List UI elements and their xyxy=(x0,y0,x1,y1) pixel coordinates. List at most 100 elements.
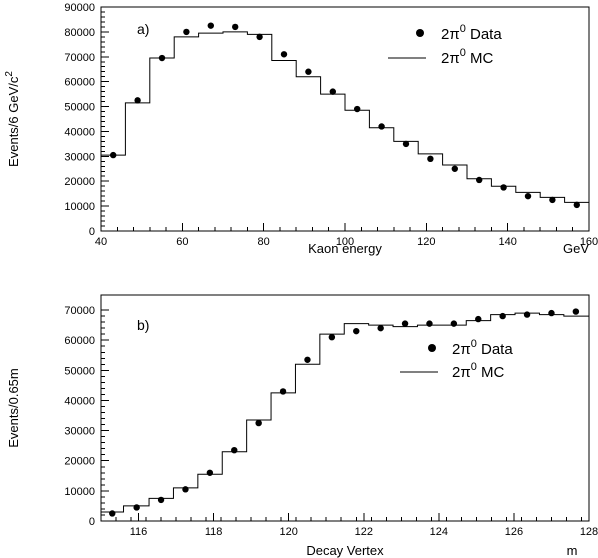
x-tick-label: 140 xyxy=(498,236,516,248)
y-tick-label: 40000 xyxy=(64,126,95,138)
data-point xyxy=(256,33,263,41)
data-point xyxy=(548,309,555,317)
data-point xyxy=(280,51,288,58)
y-tick-label: 40000 xyxy=(64,395,95,407)
y-tick-label: 30000 xyxy=(64,426,95,438)
panel-a-xlabel: Kaon energy xyxy=(308,241,382,256)
panel-b-label: b) xyxy=(137,317,149,333)
panel-b-mc-histogram xyxy=(101,312,589,513)
x-tick-label: 128 xyxy=(580,526,598,538)
data-point xyxy=(157,496,165,504)
data-point xyxy=(110,151,117,159)
panel-a-tick-labels: 0 10000 20000 30000 40000 50000 60000 70000 8000… xyxy=(64,2,598,248)
panel-a: 0 10000 20000 30000 40000 50000 60000 70000 8000… xyxy=(4,2,598,256)
x-tick-label: 126 xyxy=(505,526,523,538)
y-tick-label: 70000 xyxy=(64,52,95,64)
data-point xyxy=(573,201,580,209)
panel-a-legend: 2π0 Data 2π0 MC xyxy=(388,23,502,67)
panel-a-data-points xyxy=(110,22,580,209)
data-point xyxy=(134,97,141,104)
data-point xyxy=(523,311,531,318)
panel-a-label: a) xyxy=(137,21,149,37)
data-point xyxy=(183,28,190,36)
data-point xyxy=(500,184,507,191)
x-tick-label: 60 xyxy=(176,236,188,248)
data-point xyxy=(427,155,434,163)
panel-b-xunit: m xyxy=(567,543,578,558)
y-tick-label: 30000 xyxy=(64,151,95,163)
panel-b-frame xyxy=(100,294,590,522)
data-point xyxy=(402,140,410,148)
x-tick-label: 120 xyxy=(280,526,298,538)
y-tick-label: 50000 xyxy=(64,102,95,114)
x-tick-label: 124 xyxy=(430,526,448,538)
x-tick-label: 116 xyxy=(130,526,148,538)
legend-b-mc-label: 2π0 MC xyxy=(452,361,504,381)
data-point xyxy=(133,504,140,511)
panel-b-ticks xyxy=(100,309,590,522)
data-point xyxy=(231,446,238,454)
panel-a-ylabel: Events/6 GeV/c2 xyxy=(4,71,21,167)
panel-a-ticks xyxy=(100,6,590,232)
x-tick-label: 80 xyxy=(258,236,270,248)
data-point xyxy=(232,23,239,31)
data-point xyxy=(451,165,458,172)
x-tick-label: 160 xyxy=(580,236,598,248)
data-point xyxy=(158,54,166,62)
y-tick-label: 70000 xyxy=(64,305,95,317)
panel-b-xlabel: Decay Vertex xyxy=(306,543,384,558)
data-point xyxy=(109,510,116,517)
legend-a-mc-label: 2π0 MC xyxy=(441,47,493,67)
data-point xyxy=(450,320,458,327)
legend-a-data-marker xyxy=(416,29,424,37)
data-point xyxy=(377,324,384,332)
data-point xyxy=(499,312,506,320)
y-tick-label: 90000 xyxy=(64,2,95,14)
data-point xyxy=(206,469,214,476)
y-tick-label: 0 xyxy=(89,226,95,238)
data-point xyxy=(378,123,385,130)
y-tick-label: 20000 xyxy=(64,456,95,468)
data-point xyxy=(305,68,312,75)
data-point xyxy=(524,192,532,200)
data-point xyxy=(476,176,483,184)
data-point xyxy=(354,105,361,113)
legend-a-data-label: 2π0 Data xyxy=(441,23,502,43)
data-point xyxy=(304,356,311,363)
panel-b-legend: 2π0 Data 2π0 MC xyxy=(400,338,513,381)
y-tick-label: 20000 xyxy=(64,176,95,188)
y-tick-label: 10000 xyxy=(64,201,95,213)
y-tick-label: 0 xyxy=(89,516,95,528)
y-tick-label: 10000 xyxy=(64,486,95,498)
y-tick-label: 80000 xyxy=(64,27,95,39)
data-point xyxy=(279,388,287,395)
panel-b-tick-labels: 0 10000 20000 30000 40000 50000 60000 70000 116 1… xyxy=(64,305,598,538)
legend-b-data-marker xyxy=(428,344,436,352)
data-point xyxy=(426,320,433,327)
x-tick-label: 100 xyxy=(336,236,354,248)
panel-b-ylabel: Events/0.65m xyxy=(6,368,21,448)
panel-b: 0 10000 20000 30000 40000 50000 60000 70000 116 1… xyxy=(6,294,598,558)
panel-a-xunit: GeV xyxy=(563,241,589,256)
data-point xyxy=(353,327,360,335)
data-point xyxy=(182,486,189,493)
x-tick-label: 40 xyxy=(95,236,107,248)
data-point xyxy=(549,196,556,204)
data-point xyxy=(475,315,482,323)
data-point xyxy=(401,320,409,327)
data-point xyxy=(328,333,336,341)
panel-a-mc-histogram xyxy=(101,31,589,203)
y-tick-label: 50000 xyxy=(64,365,95,377)
legend-b-data-label: 2π0 Data xyxy=(452,338,513,358)
data-point xyxy=(255,419,262,427)
data-point xyxy=(329,88,336,95)
y-tick-label: 60000 xyxy=(64,77,95,89)
x-tick-label: 120 xyxy=(417,236,435,248)
panel-b-data-points xyxy=(109,308,580,517)
data-point xyxy=(572,308,580,315)
x-tick-label: 118 xyxy=(205,526,223,538)
y-tick-label: 60000 xyxy=(64,335,95,347)
x-tick-label: 122 xyxy=(355,526,373,538)
data-point xyxy=(207,22,214,29)
